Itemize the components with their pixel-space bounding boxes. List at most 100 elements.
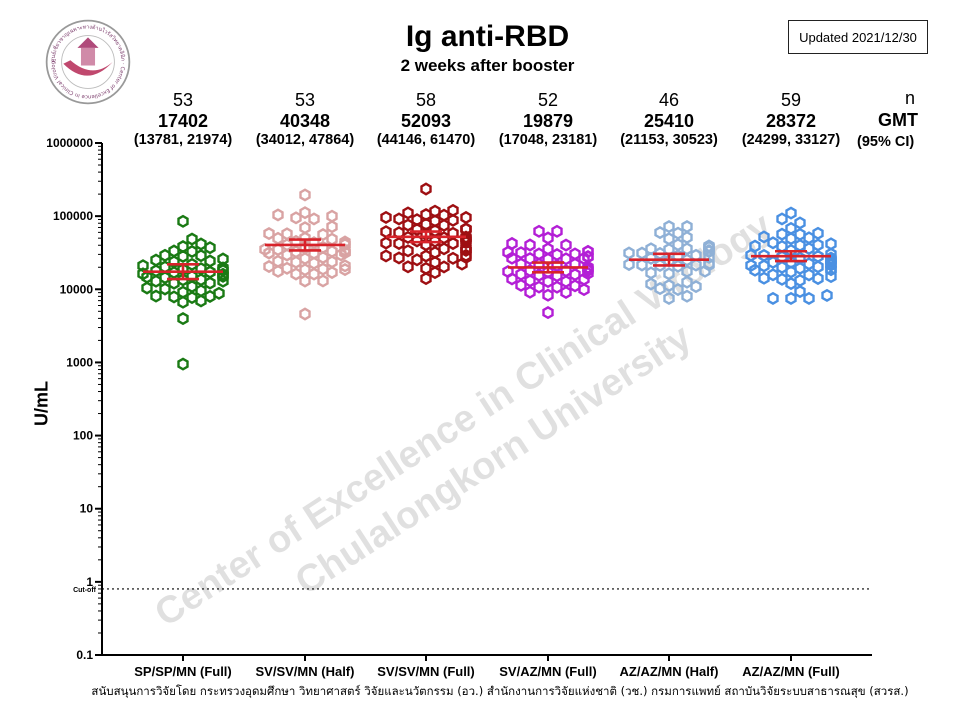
data-point: [551, 280, 563, 294]
data-point: [551, 224, 563, 238]
data-point: [290, 245, 302, 259]
data-point: [812, 226, 824, 240]
data-point: [542, 231, 554, 245]
group-ci: (17048, 23181): [498, 132, 598, 148]
data-point: [758, 230, 770, 244]
data-point: [326, 220, 338, 234]
data-point: [186, 244, 198, 259]
group-ci: (44146, 61470): [376, 132, 476, 148]
y-tick-label: 100000: [53, 209, 93, 223]
data-point: [204, 276, 216, 290]
x-category-label: SP/SP/MN (Full): [134, 664, 232, 679]
data-point: [272, 208, 284, 222]
data-point: [542, 242, 554, 256]
data-point: [825, 270, 837, 284]
data-point: [263, 259, 275, 274]
data-point: [411, 253, 423, 267]
data-point: [186, 232, 198, 246]
data-point: [339, 235, 351, 249]
data-point: [515, 278, 527, 292]
data-point: [502, 265, 514, 279]
group-n: 46: [658, 90, 680, 110]
data-point: [204, 241, 216, 255]
data-point: [204, 289, 216, 303]
data-point: [402, 218, 414, 232]
data-point: [380, 210, 392, 224]
data-point: [776, 272, 788, 286]
x-category-label: SV/SV/MN (Full): [377, 664, 475, 679]
data-point: [542, 306, 554, 320]
group-gmt: 17402: [157, 111, 209, 131]
data-point: [560, 238, 572, 252]
data-point: [438, 260, 450, 274]
data-point: [515, 246, 527, 260]
data-point: [186, 279, 198, 294]
data-point: [681, 289, 693, 303]
x-category-label: AZ/AZ/MN (Half): [619, 664, 719, 679]
data-point: [560, 274, 572, 289]
data-point: [785, 277, 797, 291]
data-point: [776, 227, 788, 241]
data-point: [150, 253, 162, 267]
data-point: [213, 286, 225, 300]
data-point: [681, 220, 693, 234]
data-point: [803, 291, 815, 305]
data-point: [803, 268, 815, 282]
data-point: [150, 274, 162, 288]
data-point: [681, 275, 693, 289]
chart-subtitle: 2 weeks after booster: [400, 56, 575, 75]
data-point: [767, 268, 779, 282]
group-gmt: 19879: [522, 111, 574, 131]
data-point: [159, 248, 171, 262]
data-point: [785, 206, 797, 220]
data-point: [281, 227, 293, 241]
data-point: [299, 307, 311, 321]
data-point: [380, 236, 392, 250]
group-gmt: 40348: [279, 111, 331, 131]
group-header: 46 25410 (21153, 30523): [604, 90, 734, 148]
data-point: [745, 258, 757, 272]
data-point: [272, 231, 284, 245]
data-point: [506, 236, 518, 251]
data-point: [560, 285, 572, 299]
data-point: [259, 242, 271, 256]
y-tick-label: 10000: [60, 282, 94, 296]
group-gmt: 52093: [400, 111, 452, 131]
data-point: [524, 238, 536, 252]
data-point: [299, 221, 311, 235]
data-point: [217, 252, 229, 266]
chart-title: Ig anti-RBD: [405, 20, 570, 53]
data-point: [402, 260, 414, 274]
y-tick-label: 1000: [66, 355, 93, 369]
y-tick-label: 10: [80, 502, 94, 516]
group-ci: (24299, 33127): [741, 132, 841, 148]
group-header: 58 52093 (44146, 61470): [361, 90, 491, 148]
data-point: [393, 236, 405, 251]
y-tick-label: 100: [73, 429, 93, 443]
data-point: [460, 230, 472, 244]
data-point: [645, 242, 657, 256]
data-point: [794, 273, 806, 287]
data-point: [524, 285, 536, 299]
data-point: [825, 237, 837, 251]
data-point: [317, 262, 329, 276]
group-header: 52 19879 (17048, 23181): [483, 90, 613, 148]
data-point: [460, 210, 472, 225]
data-point: [299, 274, 311, 288]
data-point: [460, 222, 472, 236]
data-point: [168, 244, 180, 258]
data-point: [776, 260, 788, 274]
data-point: [438, 242, 450, 256]
data-point: [663, 267, 675, 281]
data-point: [681, 230, 693, 244]
data-point: [177, 357, 189, 371]
data-point: [812, 238, 824, 252]
data-point: [159, 282, 171, 296]
data-point: [636, 246, 648, 260]
data-point: [308, 212, 320, 226]
updated-date-box: Updated 2021/12/30: [788, 20, 928, 54]
y-axis-label: U/mL: [31, 381, 52, 426]
group-n: 52: [537, 90, 559, 110]
data-point: [326, 265, 338, 280]
